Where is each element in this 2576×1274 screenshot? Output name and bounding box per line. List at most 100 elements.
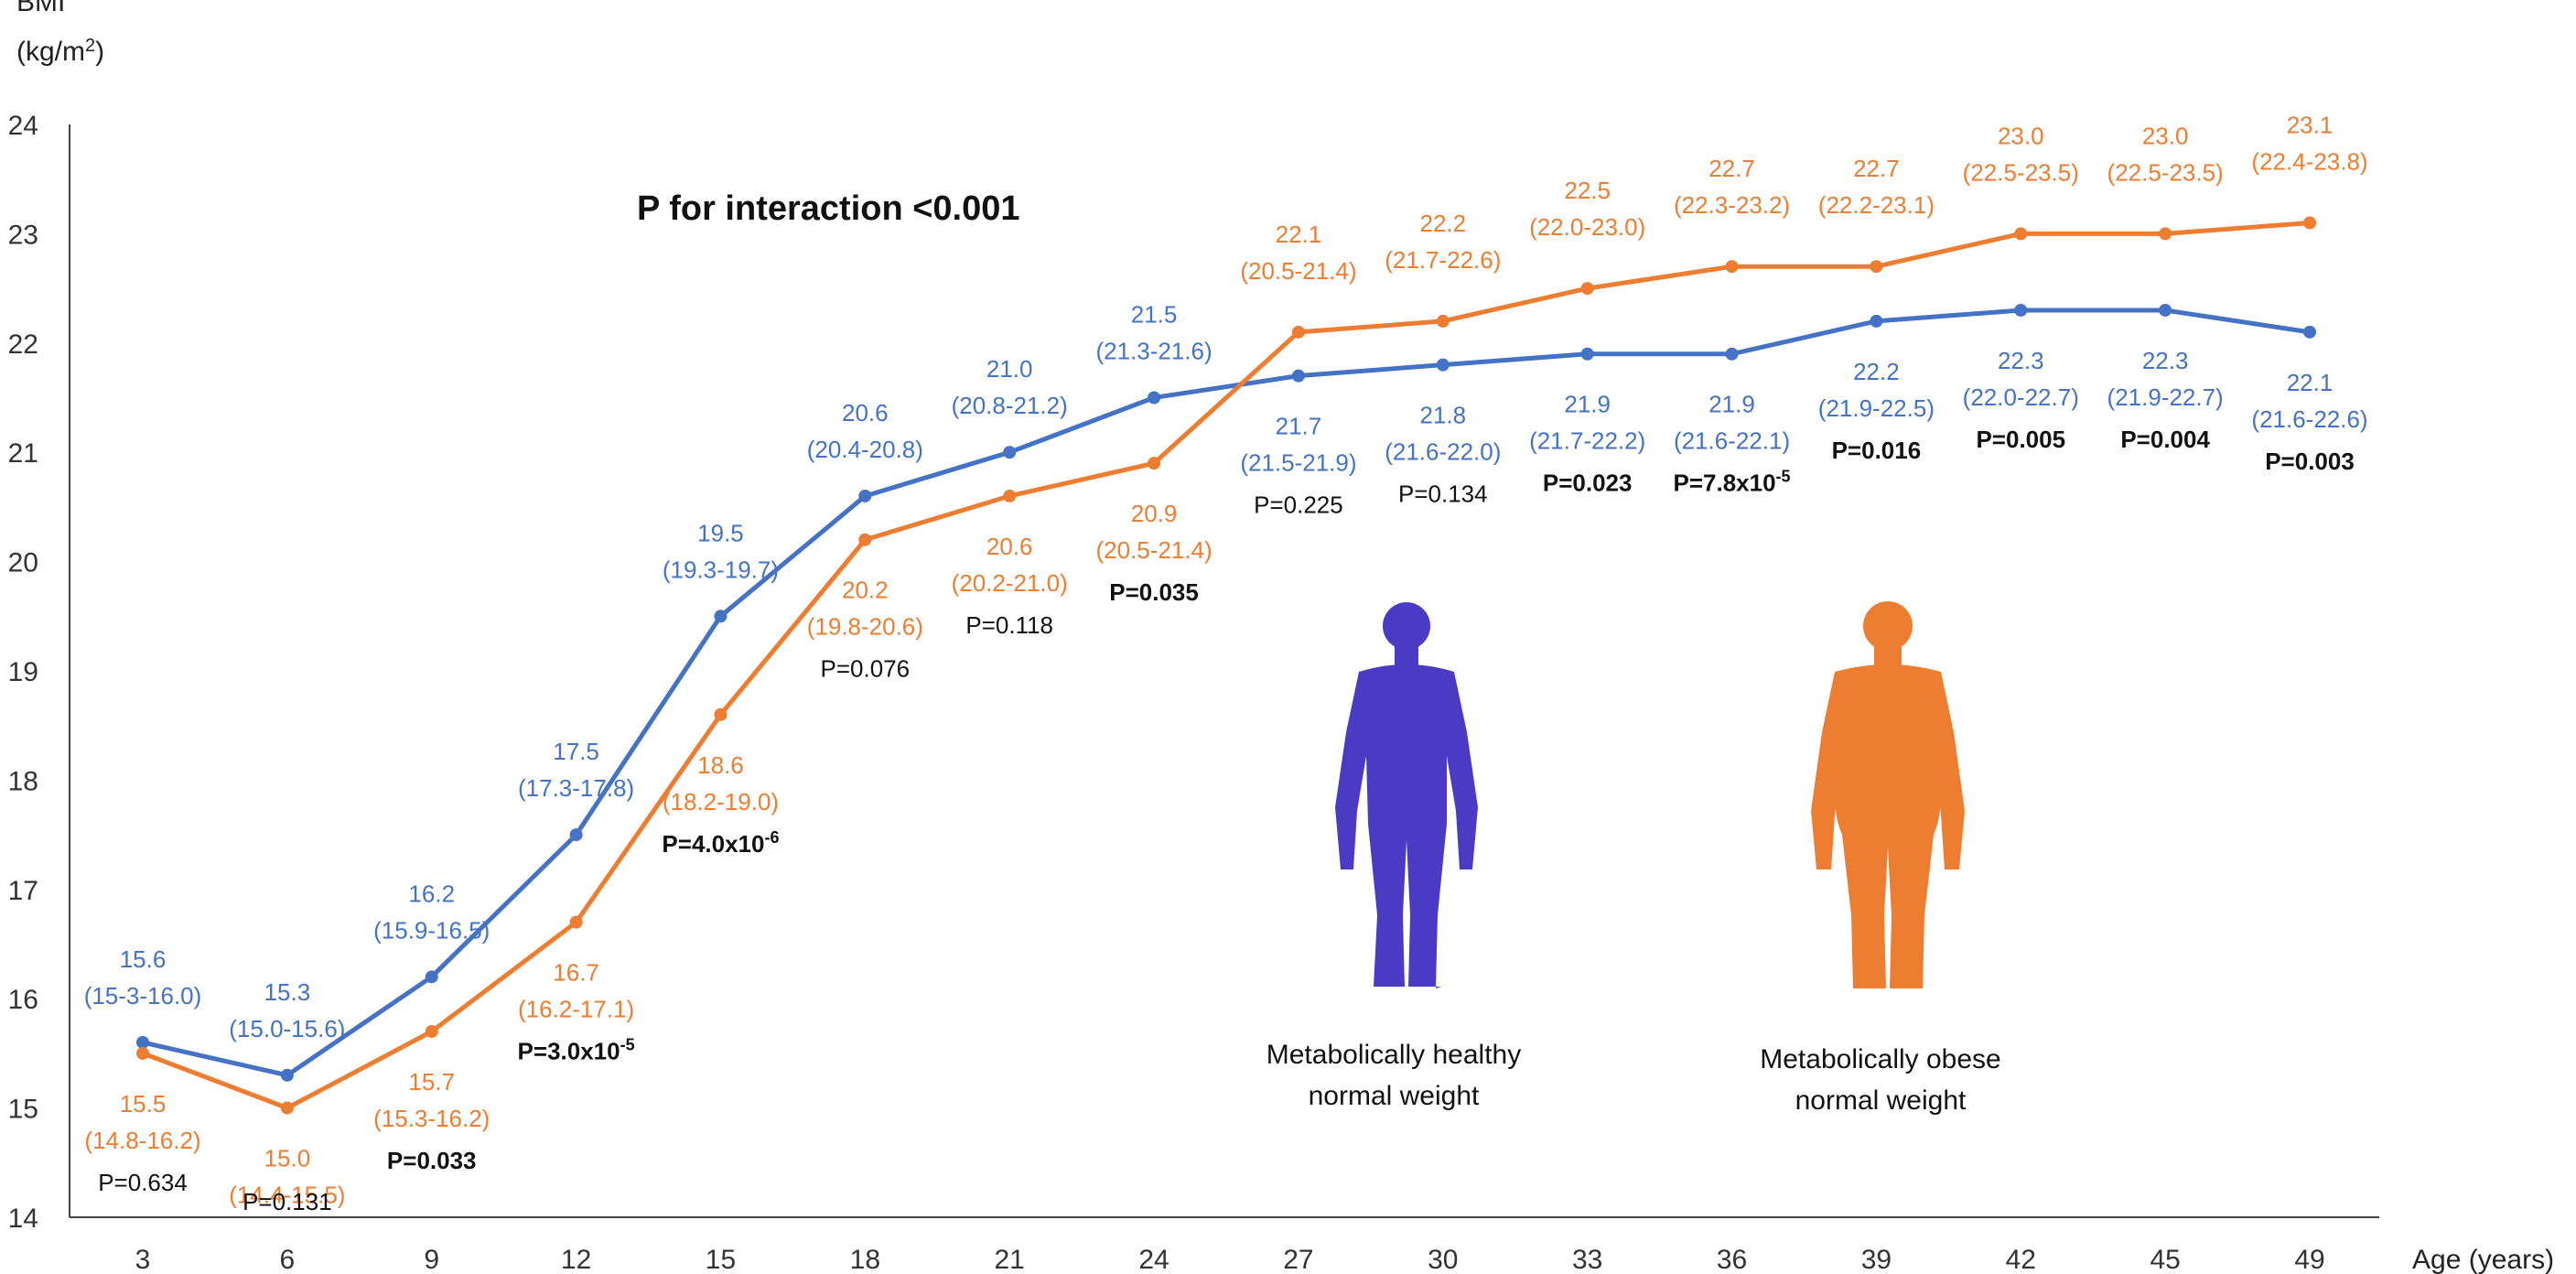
- point-obese: [1870, 260, 1883, 274]
- healthy-value-label: 21.9: [1564, 391, 1611, 418]
- x-tick-label: 33: [1572, 1245, 1602, 1274]
- y-tick-label: 21: [8, 438, 38, 469]
- y-axis-title: BMI: [16, 0, 65, 17]
- point-obese: [1003, 489, 1017, 502]
- series-line-obese: [142, 220, 2311, 1111]
- healthy-ci-label: (21.9-22.5): [1818, 394, 1935, 422]
- point-healthy: [1580, 347, 1594, 361]
- y-tick-label: 16: [8, 985, 38, 1015]
- healthy-value-label: 21.7: [1276, 413, 1322, 440]
- point-obese: [1580, 282, 1594, 296]
- healthy-value-label: 22.3: [2142, 347, 2189, 374]
- y-axis-unit: (kg/m2): [16, 36, 104, 67]
- y-tick-label: 20: [8, 548, 38, 578]
- legend-label-healthy-line1: Metabolically healthy: [1266, 1040, 1521, 1070]
- y-tick-label: 17: [8, 876, 38, 906]
- person-icon: [1335, 602, 1478, 988]
- healthy-ci-label: (21.5-21.9): [1240, 449, 1356, 477]
- point-obese: [425, 1025, 438, 1039]
- axes: [69, 124, 2379, 1218]
- obese-ci-label: (14.4-15.5): [229, 1182, 345, 1209]
- healthy-ci-label: (20.8-21.2): [952, 392, 1068, 419]
- point-healthy: [858, 489, 872, 502]
- point-obese: [136, 1046, 149, 1060]
- x-tick-label: 45: [2150, 1245, 2180, 1274]
- interaction-p-annotation: P for interaction <0.001: [637, 189, 1020, 228]
- series-lines: [136, 216, 2316, 1115]
- point-healthy: [1148, 391, 1161, 405]
- obese-ci-label: (22.4-23.8): [2251, 147, 2367, 175]
- p-value-label: P=0.225: [1254, 491, 1343, 519]
- y-tick-label: 14: [8, 1204, 38, 1234]
- y-tick-label: 19: [8, 657, 38, 687]
- obese-value-label: 23.1: [2287, 111, 2333, 138]
- obese-value-label: 15.5: [120, 1090, 167, 1117]
- point-obese: [858, 533, 872, 546]
- point-healthy: [2159, 303, 2172, 317]
- x-tick-label: 36: [1717, 1245, 1747, 1274]
- healthy-ci-label: (21.3-21.6): [1095, 338, 1212, 365]
- healthy-value-label: 20.6: [842, 399, 889, 426]
- x-tick-label: 6: [280, 1245, 296, 1274]
- point-obese: [2014, 227, 2028, 241]
- p-value-label: P=7.8x10-5: [1673, 468, 1790, 497]
- y-tick-label: 15: [8, 1095, 38, 1125]
- p-value-label: P=0.016: [1832, 437, 1922, 464]
- x-tick-label: 3: [135, 1245, 151, 1274]
- legend-item-healthy: Metabolically healthy normal weight: [1266, 602, 1521, 1111]
- obese-value-label: 15.0: [264, 1145, 311, 1172]
- legend-label-healthy-line2: normal weight: [1309, 1081, 1480, 1111]
- p-value-label: P=0.033: [387, 1147, 477, 1174]
- healthy-value-label: 15.3: [264, 978, 311, 1006]
- healthy-ci-label: (15-3-16.0): [84, 982, 202, 1009]
- healthy-value-label: 21.5: [1131, 301, 1178, 329]
- y-tick-label: 22: [8, 329, 38, 360]
- healthy-value-label: 22.3: [1998, 347, 2044, 374]
- x-tick-label: 39: [1861, 1245, 1892, 1274]
- obese-value-label: 22.7: [1853, 155, 1900, 182]
- p-value-labels: P=0.634 P=0.131 P=0.033 P=3.0x10-5 P=4.0x10-…: [98, 426, 2355, 1215]
- p-value-label: P=0.003: [2265, 448, 2355, 475]
- healthy-value-label: 22.2: [1853, 358, 1900, 385]
- healthy-value-label: 15.6: [120, 945, 167, 973]
- obese-ci-label: (22.3-23.2): [1674, 191, 1790, 219]
- point-healthy: [1725, 347, 1739, 361]
- point-obese: [2303, 216, 2316, 230]
- obese-value-label: 20.6: [986, 533, 1033, 560]
- p-value-label: P=3.0x10-5: [518, 1036, 635, 1065]
- point-healthy: [280, 1068, 294, 1082]
- healthy-value-label: 21.9: [1708, 391, 1755, 418]
- healthy-ci-label: (17.3-17.8): [518, 774, 634, 802]
- obese-ci-label: (21.7-22.6): [1385, 246, 1501, 274]
- point-healthy: [2303, 325, 2316, 339]
- y-tick-label: 23: [8, 220, 38, 250]
- x-tick-label: 27: [1283, 1245, 1313, 1274]
- legend: Metabolically healthy normal weight Meta…: [1266, 601, 2001, 1116]
- obese-value-label: 18.6: [697, 751, 744, 779]
- obese-value-label: 15.7: [408, 1068, 455, 1096]
- x-tick-label: 30: [1428, 1245, 1458, 1274]
- legend-item-obese: Metabolically obese normal weight: [1760, 601, 2001, 1116]
- healthy-value-label: 22.1: [2287, 369, 2333, 396]
- x-axis-title: Age (years): [2412, 1245, 2554, 1274]
- point-obese: [569, 915, 583, 929]
- healthy-value-label: 21.0: [986, 355, 1033, 383]
- healthy-value-label: 21.8: [1419, 402, 1466, 429]
- x-tick-label: 18: [850, 1245, 880, 1274]
- obese-ci-label: (22.5-23.5): [2107, 158, 2224, 186]
- obese-value-label: 16.7: [553, 959, 599, 987]
- x-tick-label: 12: [561, 1245, 591, 1274]
- y-tick-label: 18: [8, 766, 38, 796]
- healthy-ci-label: (21.9-22.7): [2107, 383, 2224, 411]
- x-tick-label: 9: [424, 1245, 439, 1274]
- healthy-ci-label: (19.3-19.7): [663, 556, 779, 583]
- healthy-value-label: 19.5: [697, 519, 744, 546]
- x-tick-label: 21: [995, 1245, 1025, 1274]
- obese-ci-label: (14.8-16.2): [84, 1127, 200, 1154]
- legend-label-obese-line2: normal weight: [1795, 1085, 1967, 1116]
- point-obese: [1725, 260, 1739, 274]
- point-healthy: [1291, 369, 1305, 383]
- healthy-ci-label: (15.0-15.6): [229, 1015, 345, 1042]
- series-line-healthy: [142, 308, 2311, 1078]
